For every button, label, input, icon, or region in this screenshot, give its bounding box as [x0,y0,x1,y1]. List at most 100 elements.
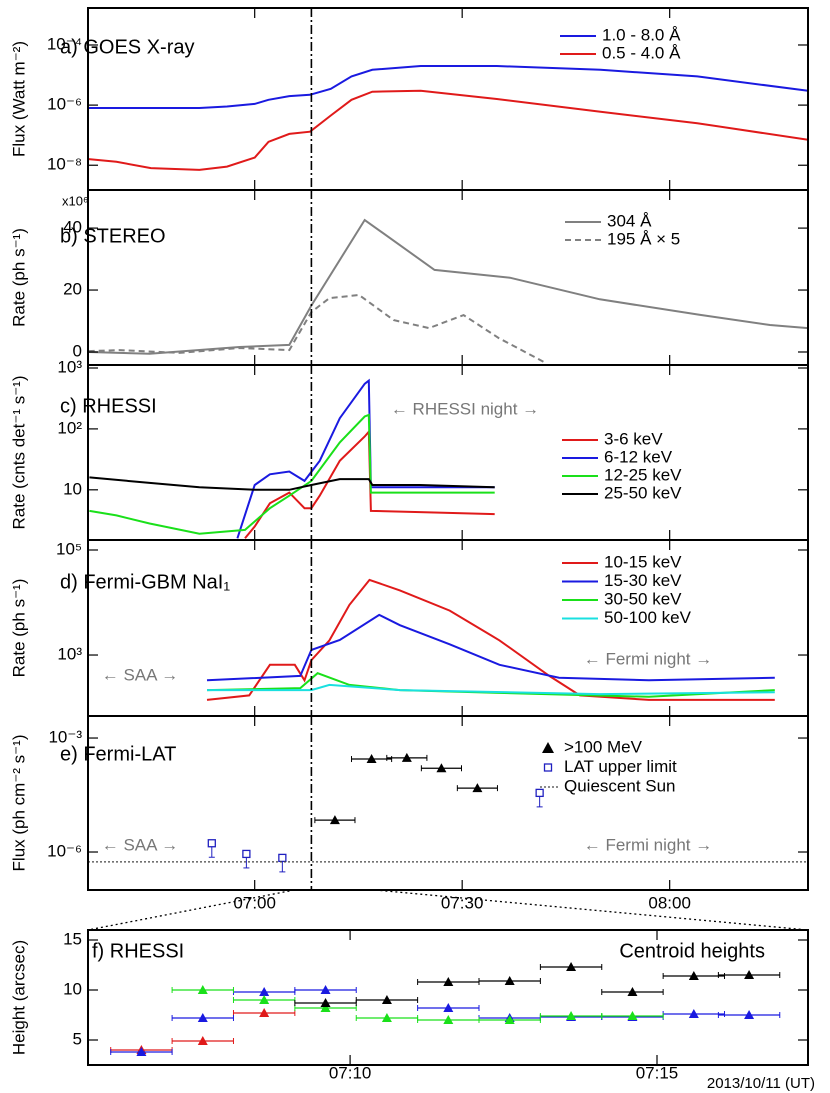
point [504,976,515,985]
point [627,987,638,996]
y-tick-label: 10³ [57,357,82,376]
annotation: ← SAA → [102,835,179,854]
panel [88,65,808,171]
panel-frame [87,715,809,891]
point [472,783,483,793]
panel [110,962,781,1056]
x-tick-label: 07:30 [441,893,484,912]
panel-title: c) RHESSI [60,395,157,417]
point [197,1036,208,1045]
panel-title: f) RHESSI [92,940,184,962]
series-line [88,293,545,363]
panel-frame [87,539,809,717]
point [744,1010,755,1019]
point [329,815,340,825]
point [381,995,392,1004]
legend-label: 15-30 keV [604,571,682,590]
y-axis-label: Flux (Watt m⁻²) [9,41,28,157]
panel [206,578,775,701]
zoom-line [375,889,809,931]
point [242,849,251,859]
y-tick-label: 10⁻⁶ [47,95,82,114]
legend-label: 25-50 keV [604,483,682,502]
y-tick-label: 15 [63,929,82,948]
point [443,977,454,986]
y-axis-label: Rate (ph s⁻¹) [9,228,28,327]
y-tick-label: 10⁻⁶ [47,841,82,860]
y-tick-label: 10³ [57,645,82,664]
point [627,1011,638,1020]
series-line [206,613,775,682]
panel-frame [87,929,809,1066]
legend-label: 50-100 keV [604,608,692,627]
point [207,839,216,848]
point [688,971,699,980]
point [259,987,270,996]
point [443,1015,454,1024]
point [401,752,412,762]
legend-label: 1.0 - 8.0 Å [602,25,681,44]
series-line [88,65,808,109]
panel-title: e) Fermi-LAT [60,743,176,765]
point [504,1015,515,1024]
series-line [88,218,808,355]
point [197,985,208,994]
x-tick-label: 07:10 [329,1063,372,1082]
legend-label: 3-6 keV [604,429,663,448]
y-tick-label: 10⁻⁸ [47,155,82,174]
point [320,998,331,1007]
zoom-line [87,889,295,931]
point [320,1003,331,1012]
panel-title: b) STEREO [60,225,166,247]
annotation: ← RHESSI night → [391,399,539,418]
panel [88,752,808,873]
point [566,962,577,971]
legend-label: 0.5 - 4.0 Å [602,43,681,62]
panel-title: a) GOES X-ray [60,36,194,58]
annotation: ← Fermi night → [584,835,712,854]
series-line [207,683,775,696]
point [136,1047,147,1056]
y-tick-label: 10 [63,979,82,998]
x-tick-label: 08:00 [648,893,691,912]
panel-frame [87,189,809,366]
point [381,1013,392,1022]
point [259,1008,270,1017]
y-tick-label: 10² [57,418,82,437]
series-line [244,429,495,539]
point [259,995,270,1004]
legend-swatch [542,742,554,753]
point [278,853,287,863]
series-line [88,89,808,171]
y-axis-label: Rate (cnts det⁻¹ s⁻¹) [9,376,28,530]
panel [88,218,808,363]
y-axis-label: Height (arcsec) [9,940,28,1055]
y-tick-label: 10⁻⁴ [47,34,82,53]
legend-swatch [543,763,553,772]
legend-label: 30-50 keV [604,589,682,608]
y-tick-label: 40 [63,218,82,237]
y-tick-label: 10⁵ [56,539,82,558]
series-line [206,578,775,701]
point [566,1011,577,1020]
y-tick-label: 20 [63,280,82,299]
annotation: x10⁶ [62,193,88,208]
point [320,985,331,994]
point [366,754,377,764]
y-axis-label: Flux (ph cm⁻² s⁻¹) [9,735,28,872]
point [688,1009,699,1018]
series-line [236,378,495,539]
legend-label: 10-15 keV [604,552,682,571]
panel-title: d) Fermi-GBM NaI₁ [60,571,230,593]
y-tick-label: 5 [73,1029,82,1048]
x-axis-label: 2013/10/11 (UT) [707,1075,815,1092]
point [535,788,544,798]
point [197,1013,208,1022]
legend-label: 6-12 keV [604,447,673,466]
panel-frame [87,7,809,191]
y-tick-label: 10 [63,479,82,498]
legend-label: LAT upper limit [564,757,677,776]
annotation: ← Fermi night → [584,649,712,668]
y-tick-label: 0 [73,341,82,360]
